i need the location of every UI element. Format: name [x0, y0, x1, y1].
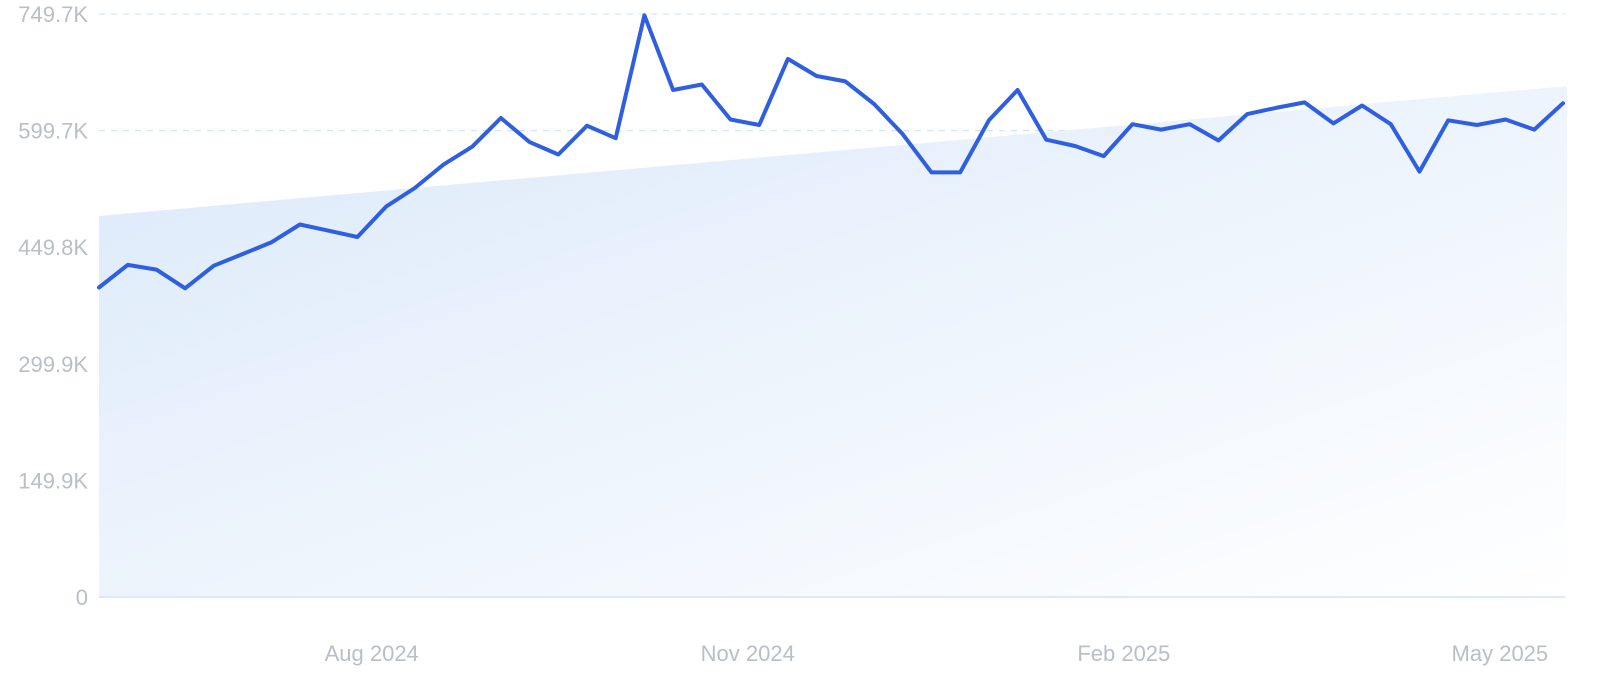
x-axis-ticks: Aug 2024 Nov 2024 Feb 2025 May 2025: [325, 641, 1549, 666]
y-tick-label: 149.9K: [18, 468, 88, 493]
x-tick-label: Aug 2024: [325, 641, 419, 666]
x-tick-label: Feb 2025: [1077, 641, 1170, 666]
x-tick-label: May 2025: [1452, 641, 1549, 666]
y-axis-ticks: 0 149.9K 299.9K 449.8K 599.7K 749.7K: [18, 2, 88, 610]
y-tick-label: 749.7K: [18, 2, 88, 27]
y-tick-label: 599.7K: [18, 119, 88, 144]
series-line: [97, 13, 1565, 291]
y-tick-label: 449.8K: [18, 235, 88, 260]
y-tick-label: 299.9K: [18, 352, 88, 377]
trend-area: [99, 86, 1567, 597]
x-tick-label: Nov 2024: [701, 641, 795, 666]
y-tick-label: 0: [76, 585, 88, 610]
